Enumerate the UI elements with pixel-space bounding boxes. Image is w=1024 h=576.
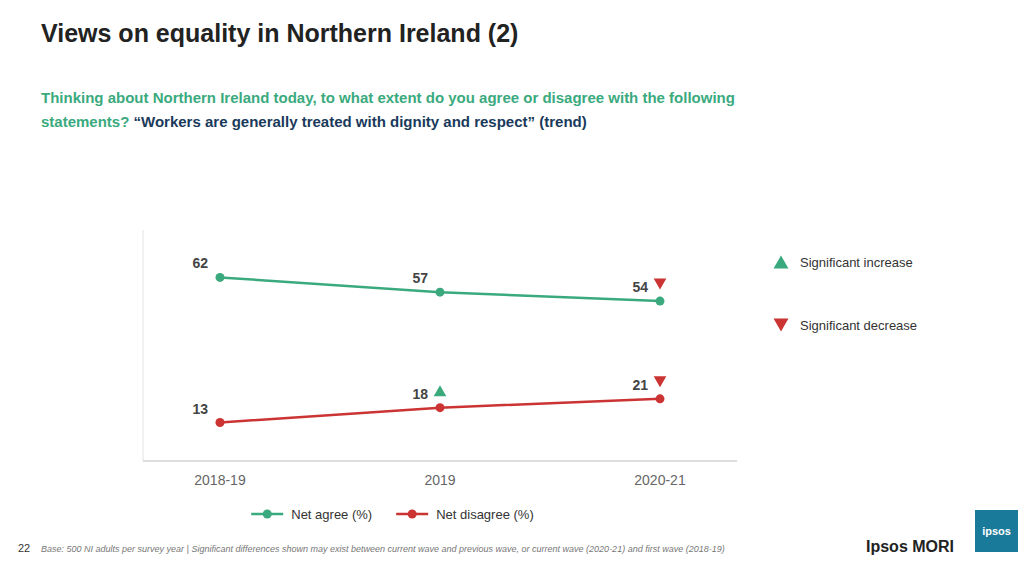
significance-legend-label: Significant decrease [800, 318, 917, 333]
logo-text: ipsos [982, 525, 1011, 537]
significance-legend-marker [774, 256, 789, 269]
data-label: 57 [412, 270, 428, 286]
title: Views on equality in Northern Ireland (2… [41, 19, 518, 47]
legend-item: Net agree (%) [251, 507, 372, 522]
significance-legend-marker [774, 319, 789, 332]
significance-marker [654, 376, 667, 387]
legend-item: Net disagree (%) [396, 507, 534, 522]
brand-text: Ipsos MORI [866, 538, 954, 555]
data-label: 18 [412, 386, 428, 402]
legend-marker [408, 510, 417, 519]
legend: Net agree (%) Net disagree (%) [251, 507, 533, 522]
series-point [656, 394, 665, 403]
series-line [220, 399, 660, 423]
significance-marker [654, 279, 667, 290]
data-label: 21 [632, 377, 648, 393]
data-label: 13 [192, 401, 208, 417]
data-label: 54 [632, 279, 648, 295]
legend-label: Net agree (%) [291, 507, 372, 522]
legend-marker [263, 510, 272, 519]
legend-label: Net disagree (%) [436, 507, 534, 522]
x-tick-label: 2020-21 [634, 472, 686, 488]
x-axis-line [143, 461, 737, 462]
subtitle-block: Thinking about Northern Ireland today, t… [41, 86, 741, 134]
data-label: 62 [192, 255, 208, 271]
significance-legend-label: Significant increase [800, 255, 913, 270]
page-number: 22 [18, 542, 30, 554]
series-line [220, 277, 660, 301]
statement: “Workers are generally treated with dign… [134, 113, 587, 130]
chart: Views on equality in Northern Ireland (2… [0, 0, 1024, 576]
significance-marker [434, 385, 447, 396]
y-axis-line [143, 230, 144, 461]
x-tick-label: 2019 [424, 472, 455, 488]
series-point [436, 403, 445, 412]
plot-marks [216, 273, 667, 427]
logo-box [975, 510, 1018, 552]
series-point [216, 273, 225, 282]
series-point [436, 288, 445, 297]
footnote: Base: 500 NI adults per survey year | Si… [41, 544, 725, 554]
series-point [656, 297, 665, 306]
x-tick-label: 2018-19 [194, 472, 246, 488]
series-point [216, 418, 225, 427]
